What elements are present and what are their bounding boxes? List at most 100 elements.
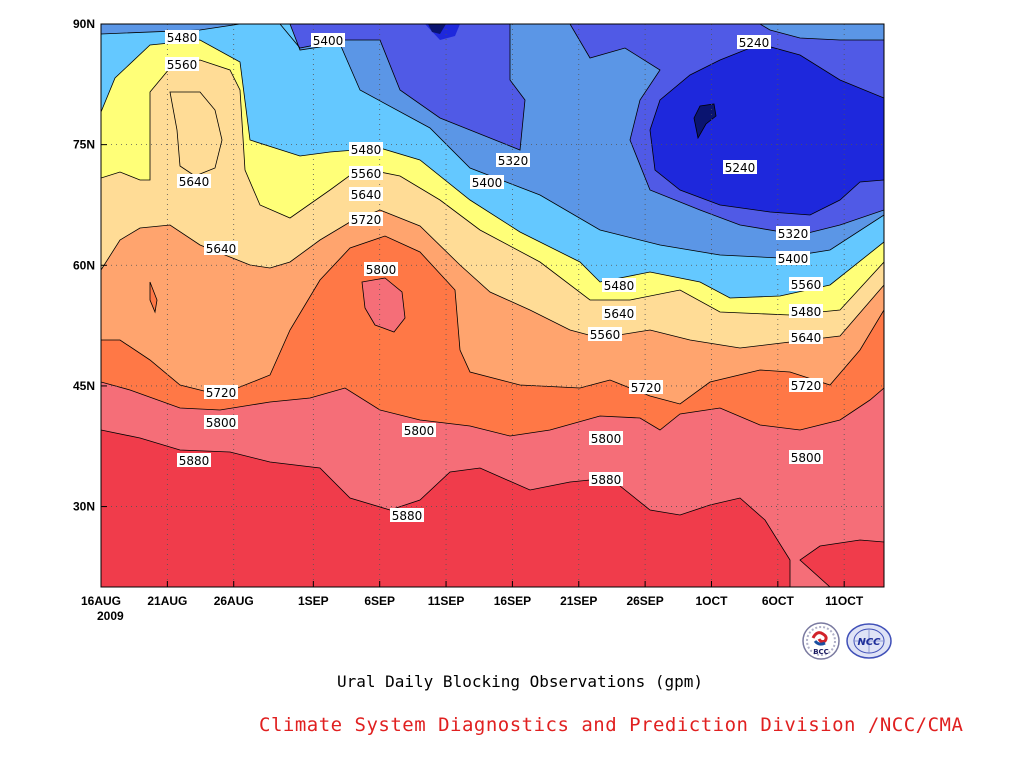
contour-line-5880-b: [799, 539, 884, 587]
contour-fills: 5480 5400 5240 5560 5640 5320 5240 5480 5400 5560…: [101, 24, 884, 587]
contour-chart: 5480 5400 5240 5560 5640 5320 5240 5480 5400 5560…: [73, 17, 885, 623]
svg-text:5480: 5480: [167, 31, 198, 45]
svg-text:5320: 5320: [498, 154, 529, 168]
band-above-5960: [101, 430, 884, 587]
x-tick-label: 16AUG: [81, 594, 121, 608]
svg-text:5480: 5480: [351, 143, 382, 157]
ncc-logo-icon: NCC: [846, 621, 892, 661]
svg-text:5880: 5880: [179, 454, 210, 468]
x-tick-label: 1SEP: [298, 594, 329, 608]
y-tick-label: 30N: [73, 500, 95, 514]
chart-title: Ural Daily Blocking Observations (gpm): [336, 672, 704, 691]
x-tick-label: 11OCT: [825, 594, 864, 608]
svg-text:5480: 5480: [604, 279, 635, 293]
svg-text:5560: 5560: [791, 278, 822, 292]
contour-labels: 5480 5400 5240 5560 5640 5320 5240 5480 5400 5560…: [165, 30, 823, 523]
contour-label: 5560: [588, 327, 622, 342]
svg-text:NCC: NCC: [857, 637, 881, 648]
x-axis: 16AUG 21AUG 26AUG 1SEP 6SEP 11SEP 16SEP 21SEP 26…: [81, 581, 864, 608]
svg-text:5640: 5640: [206, 242, 237, 256]
contour-label: 5480: [349, 142, 383, 157]
contour-label: 5400: [776, 251, 810, 266]
y-tick-label: 90N: [73, 17, 95, 31]
svg-text:5880: 5880: [591, 473, 622, 487]
contour-line-5800: [101, 381, 884, 437]
contour-label: 5480: [789, 304, 823, 319]
band-below-5240: [694, 104, 716, 138]
svg-text:5800: 5800: [404, 424, 435, 438]
contour-label: 5640: [204, 241, 238, 256]
x-tick-label: 1OCT: [695, 594, 728, 608]
svg-text:5800: 5800: [206, 416, 237, 430]
x-tick-label: 16SEP: [494, 594, 531, 608]
y-axis: 30N 45N 60N 75N 90N: [73, 17, 107, 514]
contour-label: 5800: [589, 431, 623, 446]
svg-text:5640: 5640: [351, 188, 382, 202]
svg-text:5720: 5720: [791, 379, 822, 393]
plot-frame: [100, 23, 885, 588]
contour-label: 5640: [789, 330, 823, 345]
contour-label: 5400: [470, 175, 504, 190]
svg-text:5640: 5640: [604, 307, 635, 321]
contour-label: 5880: [589, 472, 623, 487]
band-below-5240-top: [428, 24, 446, 34]
svg-text:5560: 5560: [167, 58, 198, 72]
contour-line-5640-island: [169, 91, 223, 177]
contour-label: 5560: [349, 166, 383, 181]
y-tick-label: 60N: [73, 258, 95, 272]
contour-line-5880: [101, 429, 791, 587]
contour-line-5720-island: [149, 281, 158, 314]
x-tick-label: 26SEP: [626, 594, 663, 608]
svg-text:BCC: BCC: [813, 648, 829, 656]
x-tick-label: 6OCT: [762, 594, 795, 608]
svg-text:5560: 5560: [590, 328, 621, 342]
svg-text:5240: 5240: [725, 161, 756, 175]
contour-label: 5480: [602, 278, 636, 293]
svg-text:5560: 5560: [351, 167, 382, 181]
contour-line-5800-island: [361, 277, 406, 333]
svg-text:5320: 5320: [778, 227, 809, 241]
svg-text:5400: 5400: [778, 252, 809, 266]
svg-text:5800: 5800: [591, 432, 622, 446]
y-tick-label: 75N: [73, 138, 95, 152]
x-tick-label: 11SEP: [428, 594, 465, 608]
x-tick-label: 26AUG: [214, 594, 254, 608]
contour-label: 5560: [165, 57, 199, 72]
x-axis-year-label: 2009: [97, 609, 124, 623]
svg-text:5400: 5400: [472, 176, 503, 190]
contour-label: 5880: [390, 508, 424, 523]
contour-label: 5640: [602, 306, 636, 321]
contour-label: 5720: [629, 380, 663, 395]
contour-label: 5800: [402, 423, 436, 438]
contour-label: 5240: [737, 35, 771, 50]
contour-label: 5320: [776, 226, 810, 241]
svg-text:5640: 5640: [791, 331, 822, 345]
svg-text:5480: 5480: [791, 305, 822, 319]
svg-text:5720: 5720: [631, 381, 662, 395]
contour-label: 5320: [496, 153, 530, 168]
y-tick-label: 45N: [73, 379, 95, 393]
contour-label: 5800: [364, 262, 398, 277]
band-5640-5720-island: [170, 92, 222, 176]
svg-text:5400: 5400: [313, 34, 344, 48]
contour-label: 5720: [789, 378, 823, 393]
contour-label: 5720: [349, 212, 383, 227]
contour-label: 5560: [789, 277, 823, 292]
x-tick-label: 21AUG: [147, 594, 187, 608]
contour-line-5640: [101, 209, 884, 349]
contour-label: 5240: [723, 160, 757, 175]
bcc-logo-icon: BCC: [801, 621, 841, 661]
contour-label: 5640: [349, 187, 383, 202]
contour-line-5320-b: [759, 24, 884, 41]
contour-label: 5880: [177, 453, 211, 468]
band-5240-5320: [650, 44, 884, 215]
x-tick-label: 21SEP: [560, 594, 597, 608]
contour-label: 5400: [311, 33, 345, 48]
contour-line-5480: [101, 39, 884, 299]
contour-label: 5800: [204, 415, 238, 430]
contour-label: 5800: [789, 450, 823, 465]
svg-text:5720: 5720: [206, 386, 237, 400]
contour-line-5560: [101, 59, 884, 316]
contour-line-5240: [649, 43, 884, 216]
contour-label: 5480: [165, 30, 199, 45]
